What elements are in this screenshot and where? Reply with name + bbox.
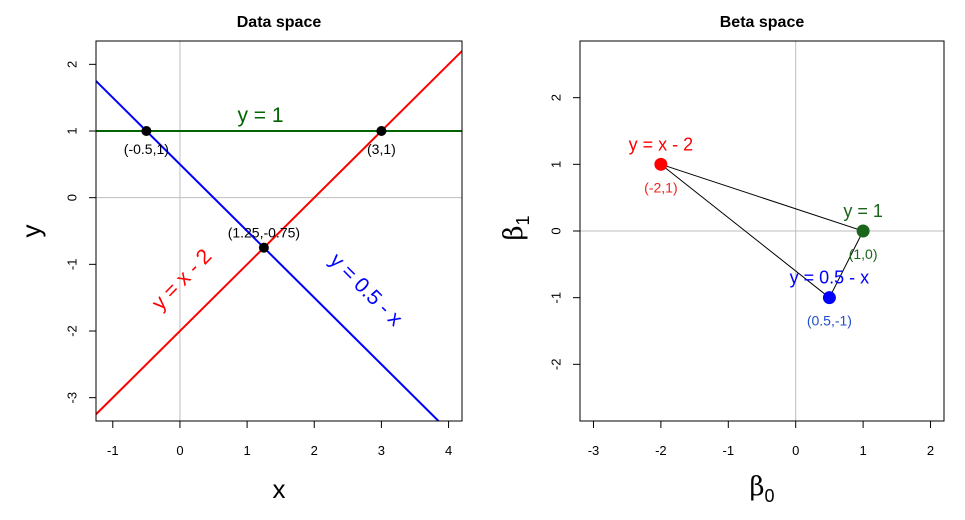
- data-space-y-tick-label: -1: [65, 259, 80, 271]
- data-space-ticks: -1 0 1 2 3 4 -3 -2 -1 0 1 2: [65, 61, 453, 458]
- data-space-x-tick-label: 2: [311, 443, 318, 458]
- line-label-y-equals-half-minus-x: y = 0.5 - x: [325, 249, 407, 331]
- beta-space-y-axis-label: β1: [499, 215, 533, 240]
- beta-point-blue-coords: (0.5,-1): [807, 313, 852, 329]
- beta-point-green-name: y = 1: [843, 201, 883, 221]
- beta-space-x-tick-label: -1: [723, 443, 735, 458]
- data-space-x-tick-label: 4: [445, 443, 452, 458]
- beta-x-label-sub: 0: [765, 486, 775, 506]
- point-1p25-minus-0p75: [258, 242, 269, 253]
- data-space-x-tick-label: 0: [176, 443, 183, 458]
- beta-point-green-coords: (1,0): [849, 246, 878, 262]
- beta-space-marks: y = x - 2 y = 1 y = 0.5 - x (-2,1) (1,0) (0.5…: [629, 134, 883, 328]
- beta-space-y-tick-label: 0: [549, 227, 564, 234]
- data-space-lines: [96, 49, 462, 421]
- beta-space-y-tick-label: 1: [549, 161, 564, 168]
- beta-point-red-name: y = x - 2: [629, 134, 694, 154]
- beta-space-title: Beta space: [720, 14, 805, 31]
- beta-point-blue: [822, 291, 836, 305]
- line-y-equals-half-minus-x: [96, 79, 440, 421]
- beta-y-label-sub: 1: [513, 215, 533, 225]
- data-space-grid: [96, 41, 462, 421]
- beta-space-x-tick-label: 0: [792, 443, 799, 458]
- beta-space-y-tick-label: -2: [549, 359, 564, 371]
- point-3-1-label: (3,1): [367, 141, 396, 157]
- line-y-equals-x-minus-2: [96, 49, 462, 416]
- data-space-x-tick-label: 3: [378, 443, 385, 458]
- beta-space-x-tick-label: 1: [859, 443, 866, 458]
- beta-space-x-tick-label: -2: [655, 443, 667, 458]
- line-label-y-equals-1: y = 1: [237, 104, 283, 127]
- beta-space-y-tick-label: -1: [549, 292, 564, 304]
- data-space-y-tick-label: -2: [65, 325, 80, 337]
- data-space-y-axis-label: y: [16, 225, 46, 238]
- point-1p25-minus-0p75-label: (1.25,-0.75): [228, 225, 300, 241]
- point-3-1: [376, 126, 387, 136]
- beta-space-y-tick-label: 2: [549, 94, 564, 101]
- data-space-y-tick-label: -3: [65, 392, 80, 404]
- data-space-y-tick-label: 2: [65, 61, 80, 68]
- point-minus-0p5-1: [141, 126, 152, 136]
- beta-point-blue-name: y = 0.5 - x: [790, 268, 870, 288]
- beta-x-label-base: β: [749, 472, 764, 502]
- data-space-y-tick-label: 1: [65, 127, 80, 134]
- data-space-x-axis-label: x: [273, 474, 286, 504]
- data-space-plot-box: [95, 40, 463, 422]
- beta-space-triangle: [660, 163, 864, 299]
- beta-point-red: [654, 157, 668, 171]
- beta-y-label-base: β: [499, 225, 529, 240]
- beta-space-x-axis-label: β0: [749, 472, 774, 506]
- point-minus-0p5-1-label: (-0.5,1): [124, 141, 169, 157]
- beta-space-x-tick-label: -3: [588, 443, 600, 458]
- data-space-x-tick-label: 1: [243, 443, 250, 458]
- beta-point-red-coords: (-2,1): [644, 179, 677, 195]
- beta-space-x-tick-label: 2: [927, 443, 934, 458]
- beta-space-panel: Beta space y = x - 2 y = 1 y = 0.5 - x (-2,…: [499, 14, 945, 506]
- beta-point-green: [856, 224, 870, 238]
- data-space-x-tick-label: -1: [107, 443, 119, 458]
- beta-space-grid: [580, 41, 944, 421]
- data-space-y-tick-label: 0: [65, 194, 80, 201]
- data-space-title: Data space: [237, 14, 322, 31]
- beta-space-ticks: -3 -2 -1 0 1 2 -2 -1 0 1 2: [549, 94, 935, 458]
